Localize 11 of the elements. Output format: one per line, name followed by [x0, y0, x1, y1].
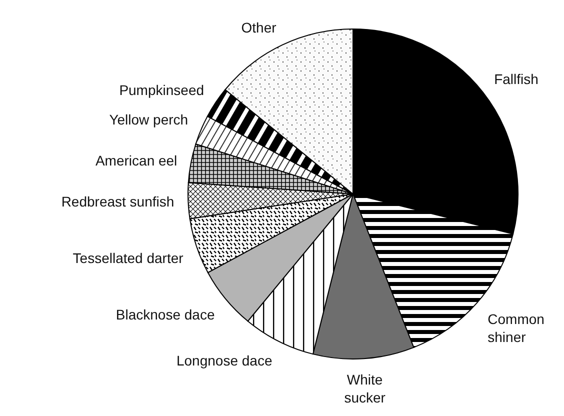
- slice-label: Redbreast sunfish: [61, 193, 174, 210]
- slice-label: Yellow perch: [109, 111, 188, 128]
- slice-label: White sucker: [344, 372, 386, 406]
- slice-label: Common shiner: [488, 310, 544, 345]
- slice-label: Pumpkinseed: [119, 82, 204, 98]
- slice-label: Tessellated darter: [72, 250, 184, 266]
- slice-label: Longnose dace: [176, 352, 272, 369]
- slice-label: Blacknose dace: [116, 306, 215, 323]
- slice-label: American eel: [95, 152, 178, 168]
- slice-label: Fallfish: [494, 70, 538, 87]
- slice-label: Other: [241, 19, 277, 36]
